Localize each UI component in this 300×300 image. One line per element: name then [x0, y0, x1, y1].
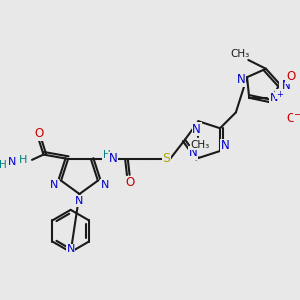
Text: N: N	[236, 73, 245, 86]
Text: CH₃: CH₃	[230, 49, 249, 59]
Text: O: O	[34, 127, 44, 140]
Text: N: N	[221, 139, 230, 152]
Text: N: N	[192, 123, 201, 136]
Text: H: H	[19, 155, 27, 165]
Text: S: S	[163, 152, 170, 166]
Text: −: −	[293, 110, 300, 120]
Text: N: N	[50, 180, 58, 190]
Text: H: H	[0, 160, 7, 170]
Text: CH₃: CH₃	[190, 140, 210, 150]
Text: N: N	[109, 152, 117, 166]
Text: H: H	[103, 151, 111, 160]
Text: +: +	[276, 90, 283, 99]
Text: N: N	[67, 244, 75, 254]
Text: N: N	[101, 180, 109, 190]
Text: N: N	[282, 80, 290, 92]
Text: N: N	[8, 158, 16, 167]
Text: O: O	[125, 176, 134, 189]
Text: N: N	[270, 93, 278, 103]
Text: O: O	[286, 70, 295, 83]
Text: O: O	[286, 112, 295, 124]
Text: N: N	[189, 146, 197, 159]
Text: N: N	[75, 196, 84, 206]
